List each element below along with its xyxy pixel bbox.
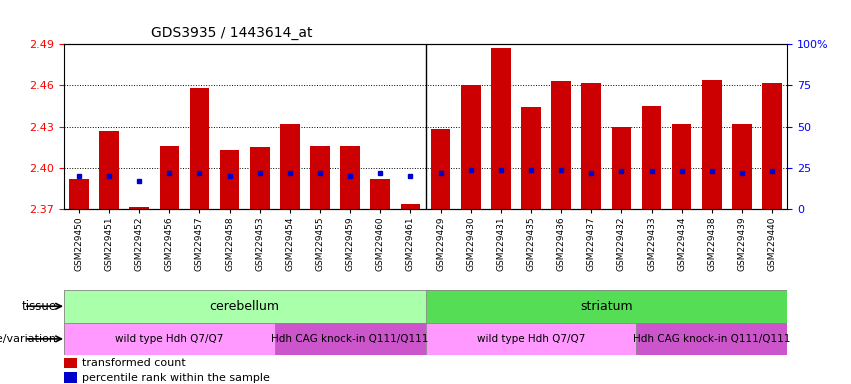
Bar bbox=[64, 290, 426, 323]
Text: transformed count: transformed count bbox=[82, 358, 186, 368]
Text: Hdh CAG knock-in Q111/Q111: Hdh CAG knock-in Q111/Q111 bbox=[271, 334, 429, 344]
Bar bbox=[275, 323, 426, 355]
Bar bbox=[129, 207, 149, 209]
Bar bbox=[642, 106, 661, 209]
Bar bbox=[426, 323, 637, 355]
Bar bbox=[64, 372, 77, 382]
Bar bbox=[762, 83, 782, 209]
Bar bbox=[551, 81, 571, 209]
Bar bbox=[401, 204, 420, 209]
Bar bbox=[190, 88, 209, 209]
Bar bbox=[250, 147, 270, 209]
Bar bbox=[581, 83, 601, 209]
Text: GDS3935 / 1443614_at: GDS3935 / 1443614_at bbox=[151, 26, 312, 40]
Bar bbox=[370, 179, 390, 209]
Bar bbox=[69, 179, 89, 209]
Text: striatum: striatum bbox=[580, 300, 632, 313]
Bar bbox=[159, 146, 179, 209]
Bar bbox=[702, 80, 722, 209]
Text: wild type Hdh Q7/Q7: wild type Hdh Q7/Q7 bbox=[477, 334, 585, 344]
Text: genotype/variation: genotype/variation bbox=[0, 334, 56, 344]
Bar bbox=[340, 146, 360, 209]
Bar bbox=[521, 108, 540, 209]
Bar bbox=[672, 124, 692, 209]
Bar bbox=[612, 127, 631, 209]
Bar bbox=[491, 48, 511, 209]
Bar bbox=[461, 86, 481, 209]
Bar bbox=[732, 124, 751, 209]
Bar bbox=[426, 290, 787, 323]
Bar bbox=[64, 358, 77, 368]
Bar bbox=[100, 131, 119, 209]
Bar bbox=[431, 129, 450, 209]
Text: percentile rank within the sample: percentile rank within the sample bbox=[82, 372, 270, 383]
Text: wild type Hdh Q7/Q7: wild type Hdh Q7/Q7 bbox=[115, 334, 224, 344]
Text: Hdh CAG knock-in Q111/Q111: Hdh CAG knock-in Q111/Q111 bbox=[633, 334, 791, 344]
Text: cerebellum: cerebellum bbox=[209, 300, 280, 313]
Bar bbox=[280, 124, 300, 209]
Bar bbox=[64, 323, 275, 355]
Bar bbox=[220, 150, 239, 209]
Text: tissue: tissue bbox=[21, 300, 56, 313]
Bar bbox=[637, 323, 787, 355]
Bar bbox=[311, 146, 330, 209]
